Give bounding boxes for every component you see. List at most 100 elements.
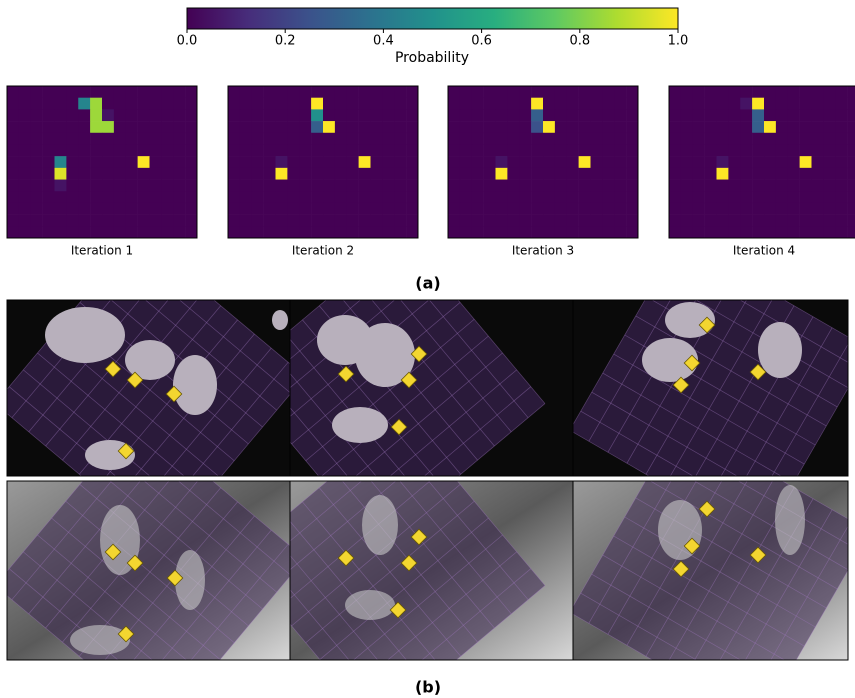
heatmap-cell (102, 121, 114, 133)
heatmap-cell (150, 215, 162, 227)
heatmap-cell (626, 191, 638, 203)
heatmap-cell (669, 156, 681, 168)
heatmap-cell (276, 156, 288, 168)
heatmap-cell (185, 191, 197, 203)
heatmap-cell (847, 191, 855, 203)
heatmap-cell (681, 86, 693, 98)
heatmap-cell (150, 121, 162, 133)
heatmap-cell (371, 121, 383, 133)
heatmap-cell (764, 109, 776, 121)
heatmap-cell (287, 121, 299, 133)
heatmap-cell (347, 86, 359, 98)
colorbar-tick-label: 0.2 (275, 34, 296, 49)
heatmap-cell (705, 156, 717, 168)
heatmap-cell (382, 144, 394, 156)
heatmap-cell (752, 226, 764, 238)
heatmap-cell (102, 226, 114, 238)
heatmap-cell (847, 180, 855, 192)
person-blob (125, 340, 175, 380)
heatmap-cell (717, 98, 729, 110)
heatmap-cell (19, 180, 31, 192)
heatmap-cell (812, 180, 824, 192)
heatmap-cell (823, 156, 835, 168)
heatmap-cell (114, 168, 126, 180)
heatmap-cell (543, 203, 555, 215)
heatmap-cell (359, 203, 371, 215)
heatmap-cell (185, 203, 197, 215)
heatmap-cell (531, 144, 543, 156)
heatmap-cell (287, 133, 299, 145)
heatmap-cell (752, 156, 764, 168)
heatmap-cell (406, 86, 418, 98)
heatmap-cell (705, 86, 717, 98)
heatmap-cell (66, 98, 78, 110)
heatmap-cell (90, 144, 102, 156)
heatmap-cell (19, 121, 31, 133)
heatmap-cell (78, 156, 90, 168)
heatmap-cell (173, 121, 185, 133)
heatmap-cell (382, 86, 394, 98)
heatmap-cell (252, 226, 264, 238)
heatmap-cell (472, 168, 484, 180)
heatmap-cell (496, 156, 508, 168)
heatmap-cell (800, 133, 812, 145)
heatmap-cell (579, 226, 591, 238)
heatmap-cell (705, 203, 717, 215)
heatmap-cell (835, 109, 847, 121)
heatmap-cell (448, 180, 460, 192)
heatmap-cell (693, 109, 705, 121)
heatmap-cell (276, 144, 288, 156)
heatmap-cell (496, 180, 508, 192)
heatmap-cell (126, 180, 138, 192)
heatmap-cell (788, 168, 800, 180)
heatmap-cell (602, 203, 614, 215)
heatmap-cell (150, 203, 162, 215)
heatmap-cell (406, 215, 418, 227)
heatmap-cell (90, 180, 102, 192)
heatmap-cell (264, 121, 276, 133)
heatmap-cell (311, 133, 323, 145)
heatmap-cell (614, 121, 626, 133)
heatmap-cell (394, 215, 406, 227)
heatmap-cell (448, 133, 460, 145)
heatmap-cell (138, 168, 150, 180)
heatmap-cell (823, 226, 835, 238)
heatmap-cell (693, 144, 705, 156)
heatmap-cell (276, 215, 288, 227)
person-blob (70, 625, 130, 655)
heatmap-cell (173, 98, 185, 110)
heatmap-cell (800, 156, 812, 168)
heatmap-cell (347, 133, 359, 145)
heatmap-cell (299, 144, 311, 156)
heatmap-cell (788, 133, 800, 145)
heatmap-cell (728, 226, 740, 238)
heatmap-cell (406, 98, 418, 110)
heatmap-cell (812, 86, 824, 98)
heatmap-cell (669, 168, 681, 180)
heatmap-cell (78, 180, 90, 192)
heatmap-cell (185, 109, 197, 121)
heatmap-cell (752, 98, 764, 110)
heatmap-cell (55, 180, 67, 192)
heatmap-cell (43, 226, 55, 238)
heatmap-cell (102, 133, 114, 145)
heatmap-cell (406, 121, 418, 133)
heatmap-cell (43, 98, 55, 110)
heatmap-cell (519, 121, 531, 133)
heatmap-cell (752, 203, 764, 215)
heatmap-cell (347, 203, 359, 215)
heatmap-cell (252, 191, 264, 203)
heatmap-cell (507, 156, 519, 168)
heatmap-cell (78, 121, 90, 133)
heatmap-cell (626, 203, 638, 215)
heatmap-cell (614, 109, 626, 121)
heatmap-cell (371, 168, 383, 180)
heatmap-cell (161, 191, 173, 203)
heatmap-cell (78, 191, 90, 203)
colorbar-label: Probability (395, 50, 469, 66)
heatmap-cell (800, 215, 812, 227)
heatmap-cell (185, 168, 197, 180)
heatmap-cell (823, 121, 835, 133)
heatmap-cell (800, 180, 812, 192)
heatmap-cell (19, 156, 31, 168)
